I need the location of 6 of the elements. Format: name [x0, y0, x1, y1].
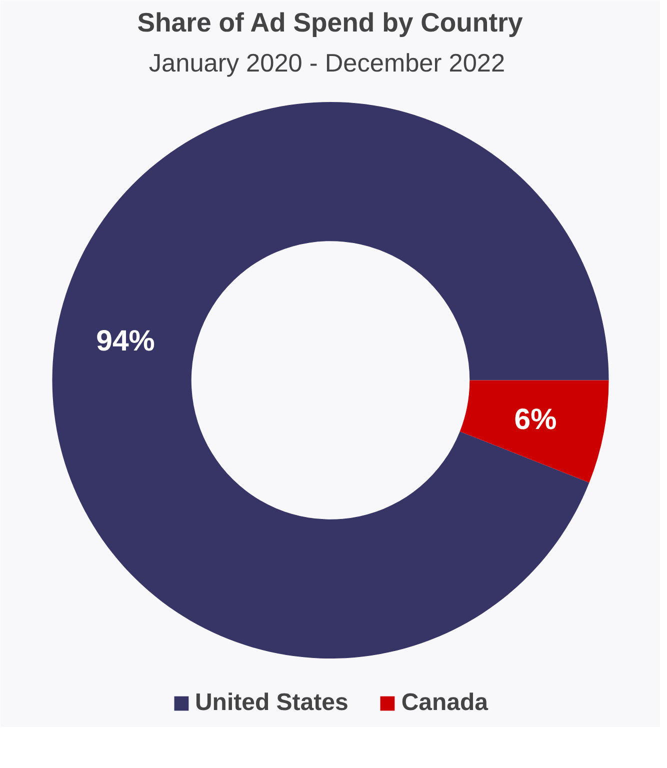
data-label: 6% [514, 402, 557, 436]
chart-subtitle: January 2020 - December 2022 [148, 50, 506, 78]
legend-label: United States [194, 689, 348, 717]
legend-label: Canada [401, 689, 488, 717]
data-label: 94% [96, 324, 155, 358]
chart-title: Share of Ad Spend by Country [137, 8, 523, 38]
